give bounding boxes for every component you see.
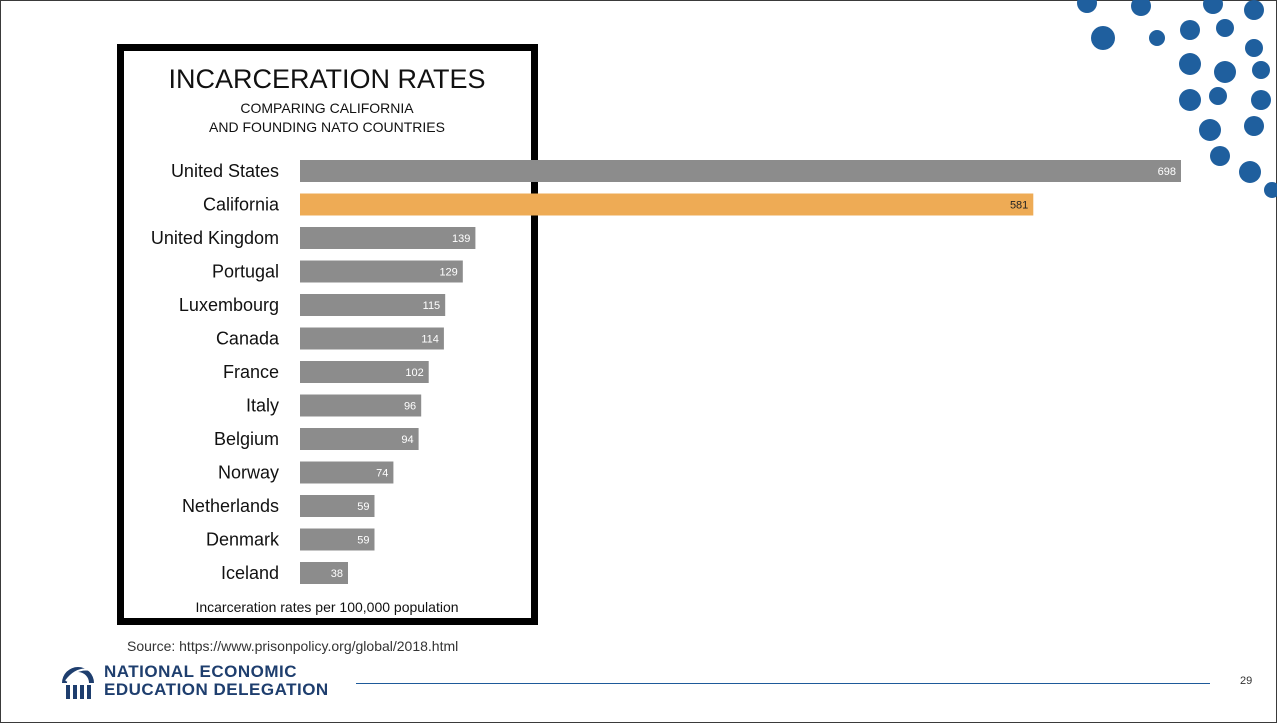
category-label: Portugal bbox=[212, 262, 279, 282]
category-label: Netherlands bbox=[182, 496, 279, 516]
bar bbox=[300, 495, 375, 517]
decor-dot bbox=[1244, 116, 1264, 136]
data-label: 129 bbox=[439, 267, 457, 279]
decor-dot bbox=[1264, 182, 1277, 198]
category-label: Belgium bbox=[214, 429, 279, 449]
bar bbox=[300, 361, 429, 383]
data-label: 698 bbox=[1158, 166, 1176, 178]
chart-subtitle: AND FOUNDING NATO COUNTRIES bbox=[209, 119, 445, 135]
org-name-line1: NATIONAL ECONOMIC bbox=[104, 662, 297, 681]
source-caption: Source: https://www.prisonpolicy.org/glo… bbox=[127, 638, 459, 654]
decor-dot bbox=[1209, 87, 1227, 105]
data-label: 96 bbox=[404, 401, 416, 413]
decor-dot bbox=[1091, 26, 1115, 50]
data-label: 102 bbox=[405, 367, 423, 379]
decor-dot bbox=[1179, 89, 1201, 111]
footer-rule bbox=[356, 683, 1210, 684]
decor-dot bbox=[1244, 0, 1264, 20]
bar bbox=[300, 160, 1181, 182]
data-label: 581 bbox=[1010, 200, 1028, 212]
decor-dot bbox=[1203, 0, 1223, 14]
org-name-line2: EDUCATION DELEGATION bbox=[104, 680, 329, 699]
bar bbox=[300, 327, 444, 350]
category-label: California bbox=[203, 195, 280, 215]
category-label: Luxembourg bbox=[179, 295, 279, 315]
data-label: 115 bbox=[423, 300, 441, 312]
data-label: 74 bbox=[376, 468, 388, 480]
decor-dot bbox=[1245, 39, 1263, 57]
decor-dot bbox=[1131, 0, 1151, 16]
page-number: 29 bbox=[1240, 675, 1253, 687]
bar bbox=[300, 461, 394, 484]
decor-dot bbox=[1199, 119, 1221, 141]
data-label: 94 bbox=[401, 434, 413, 446]
category-label: Denmark bbox=[206, 530, 280, 550]
decor-dot bbox=[1210, 146, 1230, 166]
bar bbox=[300, 260, 463, 283]
data-label: 59 bbox=[357, 501, 369, 513]
category-label: Iceland bbox=[221, 563, 279, 583]
data-label: 38 bbox=[331, 568, 343, 580]
category-label: Canada bbox=[216, 329, 280, 349]
decor-dot bbox=[1251, 90, 1271, 110]
decor-dot bbox=[1252, 61, 1270, 79]
dot-pattern-icon bbox=[1077, 0, 1277, 198]
chart-subtitle: COMPARING CALIFORNIA bbox=[240, 100, 414, 116]
data-label: 114 bbox=[421, 334, 439, 346]
category-label: United States bbox=[171, 161, 279, 181]
chart-title: INCARCERATION RATES bbox=[168, 64, 485, 94]
decor-dot bbox=[1216, 19, 1234, 37]
decor-dot bbox=[1077, 0, 1097, 13]
category-label: Italy bbox=[246, 396, 279, 416]
decor-dot bbox=[1180, 20, 1200, 40]
data-label: 59 bbox=[357, 535, 369, 547]
decor-dot bbox=[1179, 53, 1201, 75]
bar bbox=[300, 428, 419, 450]
decor-dot bbox=[1239, 161, 1261, 183]
bar bbox=[300, 562, 348, 584]
bar bbox=[300, 528, 375, 551]
category-label: Norway bbox=[218, 463, 279, 483]
bar bbox=[300, 227, 476, 249]
category-label: United Kingdom bbox=[151, 228, 279, 248]
bar bbox=[300, 294, 446, 316]
x-axis-label: Incarceration rates per 100,000 populati… bbox=[195, 599, 458, 615]
data-label: 139 bbox=[452, 233, 470, 245]
decor-dot bbox=[1214, 61, 1236, 83]
decor-dot bbox=[1149, 30, 1165, 46]
category-label: France bbox=[223, 362, 279, 382]
columns-logo-icon bbox=[62, 667, 94, 699]
bar bbox=[300, 394, 422, 417]
bar bbox=[300, 193, 1034, 216]
